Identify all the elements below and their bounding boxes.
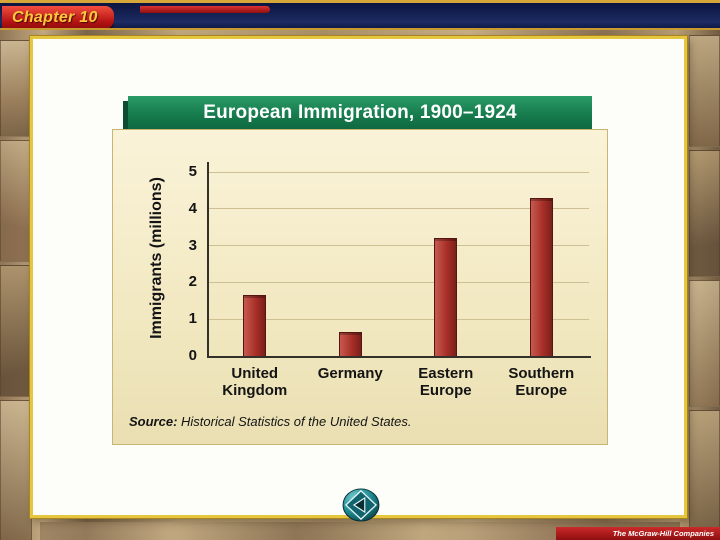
collage-photo xyxy=(0,140,32,262)
bar xyxy=(338,332,362,356)
chapter-tab: Chapter 10 xyxy=(2,6,114,29)
chart-title-bar: European Immigration, 1900–1924 xyxy=(128,96,592,129)
x-axis xyxy=(207,356,591,358)
gridline xyxy=(207,171,589,173)
bar xyxy=(243,295,267,356)
bar-chart: Immigrants (millions) Source: Historical… xyxy=(112,129,608,445)
collage-photo xyxy=(0,400,32,540)
y-axis xyxy=(207,162,209,358)
collage-photo xyxy=(689,280,720,407)
chapter-tab-label: Chapter 10 xyxy=(12,9,98,26)
gridline xyxy=(207,318,589,320)
back-arrow-icon xyxy=(342,488,380,525)
chart-title-text: European Immigration, 1900–1924 xyxy=(203,102,517,123)
publisher-brand: The McGraw-Hill Companies xyxy=(556,527,720,540)
collage-photo xyxy=(40,522,680,540)
y-tick-label: 4 xyxy=(188,199,197,217)
y-tick-label: 1 xyxy=(188,310,197,328)
y-tick-label: 3 xyxy=(188,236,197,254)
back-button[interactable] xyxy=(342,488,380,522)
bar xyxy=(529,197,553,356)
x-category-label: Southern Europe xyxy=(508,365,575,400)
top-bar: Chapter 10 xyxy=(0,0,720,30)
y-tick-label: 2 xyxy=(188,273,197,291)
y-tick-label: 0 xyxy=(188,347,197,364)
collage-photo xyxy=(0,40,32,137)
gridline xyxy=(207,208,589,210)
source-note: Source: Historical Statistics of the Uni… xyxy=(129,414,412,429)
collage-photo xyxy=(689,410,720,540)
collage-photo xyxy=(689,150,720,277)
gridline xyxy=(207,245,589,247)
bar xyxy=(434,238,458,356)
x-category-label: United Kingdom xyxy=(222,365,288,400)
source-label: Source: xyxy=(129,414,178,429)
source-text: Historical Statistics of the United Stat… xyxy=(177,414,412,429)
y-axis-title: Immigrants (millions) xyxy=(148,177,165,339)
top-red-accent-strip xyxy=(140,6,270,13)
publisher-brand-text: The McGraw-Hill Companies xyxy=(612,529,714,538)
x-category-label: Eastern Europe xyxy=(418,365,474,400)
y-tick-label: 5 xyxy=(188,163,197,180)
collage-photo xyxy=(0,265,32,397)
x-category-label: Germany xyxy=(317,365,383,382)
collage-photo xyxy=(689,35,720,147)
gridline xyxy=(207,281,589,283)
